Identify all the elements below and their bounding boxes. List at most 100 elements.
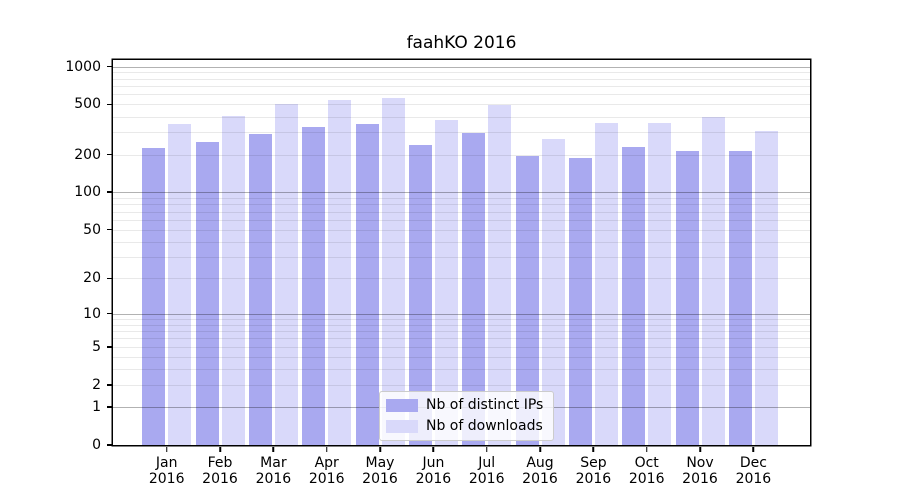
x-tick bbox=[219, 446, 221, 452]
x-tick-month: Oct bbox=[634, 455, 659, 471]
x-tick-label: Oct 2016 bbox=[615, 455, 679, 487]
legend-row: Nb of distinct IPs bbox=[386, 398, 543, 413]
minor-gridline bbox=[113, 78, 810, 80]
legend-swatch-downloads bbox=[386, 420, 418, 433]
x-tick-year: 2016 bbox=[682, 471, 718, 487]
bar-distinct-ips bbox=[355, 124, 379, 445]
x-tick bbox=[379, 446, 381, 452]
y-tick-label: 200 bbox=[74, 146, 101, 163]
x-tick-year: 2016 bbox=[735, 471, 772, 487]
y-tick-label: 100 bbox=[74, 184, 101, 201]
x-tick-month: Jan bbox=[155, 455, 178, 471]
x-tick-year: 2016 bbox=[202, 471, 238, 487]
minor-gridline bbox=[113, 229, 810, 231]
grid-layer bbox=[113, 60, 810, 445]
y-tick-label: 2 bbox=[92, 376, 101, 393]
x-tick-month: Aug bbox=[526, 455, 554, 471]
x-tick bbox=[432, 446, 435, 452]
minor-gridline bbox=[113, 324, 810, 326]
x-tick-year: 2016 bbox=[415, 471, 452, 487]
y-tick-label: 20 bbox=[83, 270, 101, 287]
y-tick bbox=[106, 65, 112, 68]
x-tick bbox=[592, 446, 595, 452]
bar-downloads bbox=[221, 115, 245, 445]
bar-distinct-ips bbox=[675, 150, 699, 445]
x-tick-month: Nov bbox=[686, 455, 714, 471]
x-tick bbox=[325, 446, 328, 452]
y-tick-label: 0 bbox=[92, 437, 101, 453]
x-tick-label: Nov 2016 bbox=[668, 455, 732, 487]
bar-distinct-ips bbox=[568, 157, 592, 445]
y-tick-label: 5 bbox=[92, 338, 101, 355]
plot-area: 0 1 2 5 10 20 50 100 200 500 1000 Jan 2016 Feb 2016 Mar… bbox=[65, 60, 810, 488]
x-tick-year: 2016 bbox=[468, 471, 505, 487]
x-tick-year: 2016 bbox=[362, 471, 398, 487]
x-tick-month: Dec bbox=[739, 455, 767, 471]
x-tick bbox=[645, 446, 648, 452]
chart-title: faahKO 2016 bbox=[406, 33, 517, 53]
x-tick-label: May 2016 bbox=[348, 455, 412, 487]
y-tick bbox=[106, 277, 112, 279]
bar-distinct-ips bbox=[248, 134, 272, 445]
x-tick-label: Jan 2016 bbox=[135, 455, 199, 487]
major-gridline bbox=[113, 313, 810, 315]
x-tick-label: Jul 2016 bbox=[455, 455, 519, 487]
bar-distinct-ips bbox=[728, 151, 752, 445]
y-tick-label: 10 bbox=[83, 305, 101, 322]
x-tick-month: Sep bbox=[580, 455, 607, 471]
bar-downloads bbox=[754, 131, 778, 445]
y-tick bbox=[106, 153, 112, 156]
x-tick-label: Sep 2016 bbox=[561, 455, 625, 487]
bar-downloads bbox=[594, 122, 618, 445]
x-tick bbox=[752, 446, 755, 452]
minor-gridline bbox=[113, 318, 810, 320]
x-tick-label: Jun 2016 bbox=[401, 455, 465, 487]
x-tick-month: Jun bbox=[422, 455, 445, 471]
major-gridline bbox=[113, 192, 810, 194]
bar-downloads bbox=[168, 124, 192, 445]
x-tick bbox=[699, 446, 701, 452]
bars-layer bbox=[113, 60, 810, 445]
minor-gridline bbox=[113, 197, 810, 199]
x-tick bbox=[272, 446, 275, 452]
y-tick-label: 50 bbox=[83, 221, 101, 238]
y-tick bbox=[106, 228, 112, 231]
x-tick-month: Apr bbox=[314, 455, 339, 471]
bar-downloads bbox=[701, 117, 725, 445]
x-tick-year: 2016 bbox=[575, 471, 612, 487]
minor-gridline bbox=[113, 154, 810, 156]
y-tick bbox=[106, 191, 112, 193]
x-tick-month: Mar bbox=[260, 455, 287, 471]
bar-distinct-ips bbox=[622, 146, 646, 445]
x-tick bbox=[165, 446, 168, 452]
minor-gridline bbox=[113, 241, 810, 243]
x-tick bbox=[539, 446, 541, 452]
minor-gridline bbox=[113, 204, 810, 206]
x-tick-year: 2016 bbox=[255, 471, 292, 487]
x-tick-label: Dec 2016 bbox=[721, 455, 785, 487]
legend-label: Nb of downloads bbox=[426, 418, 543, 434]
x-tick-month: Jul bbox=[478, 455, 496, 471]
minor-gridline bbox=[113, 72, 810, 74]
minor-gridline bbox=[113, 86, 810, 87]
bar-distinct-ips bbox=[302, 126, 326, 445]
y-tick bbox=[106, 406, 112, 408]
ticks-layer: 0 1 2 5 10 20 50 100 200 500 1000 Jan 2016 Feb 2016 Mar… bbox=[65, 60, 810, 488]
minor-gridline bbox=[113, 369, 810, 371]
x-tick-year: 2016 bbox=[522, 471, 558, 487]
bar-downloads bbox=[648, 122, 672, 445]
x-tick-label: Feb 2016 bbox=[188, 455, 252, 487]
x-tick-label: Aug 2016 bbox=[508, 455, 572, 487]
x-tick-month: Feb bbox=[207, 455, 233, 471]
y-tick-label: 1 bbox=[92, 399, 101, 415]
bar-distinct-ips bbox=[142, 148, 166, 445]
bar-downloads bbox=[328, 99, 352, 445]
minor-gridline bbox=[113, 331, 810, 333]
x-tick-year: 2016 bbox=[148, 471, 185, 487]
y-tick bbox=[106, 103, 112, 106]
x-tick bbox=[485, 446, 488, 452]
legend-swatch-distinct-ips bbox=[386, 399, 418, 412]
legend-label: Nb of distinct IPs bbox=[426, 397, 544, 413]
major-gridline bbox=[113, 66, 810, 68]
